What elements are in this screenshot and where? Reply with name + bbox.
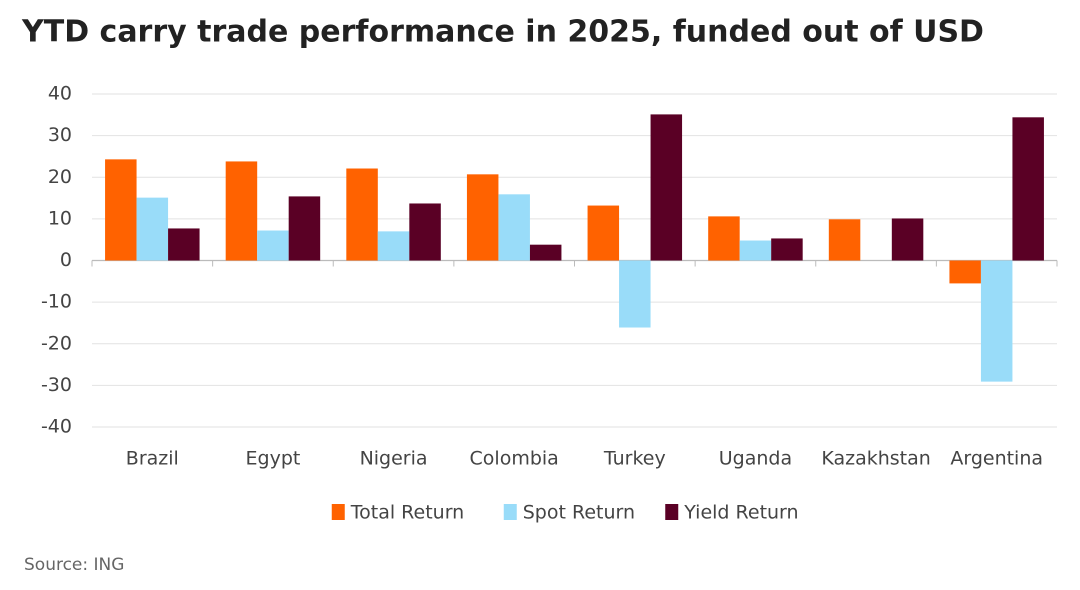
bar bbox=[828, 219, 861, 261]
x-tick-label: Kazakhstan bbox=[821, 448, 930, 470]
source: Source: ING bbox=[24, 555, 124, 575]
x-tick-label: Uganda bbox=[719, 448, 792, 470]
bar bbox=[498, 194, 530, 261]
bar bbox=[105, 159, 137, 261]
bar bbox=[377, 231, 410, 261]
bar bbox=[409, 203, 441, 261]
x-tick-label: Argentina bbox=[950, 448, 1043, 470]
x-tick-label: Colombia bbox=[470, 448, 559, 470]
x-tick-label: Nigeria bbox=[360, 448, 428, 470]
bar bbox=[949, 260, 981, 284]
bar bbox=[771, 238, 803, 261]
y-tick-label: 40 bbox=[48, 83, 72, 105]
y-tick-label: -20 bbox=[41, 332, 72, 354]
x-tick-label: Turkey bbox=[603, 448, 666, 470]
bar bbox=[1012, 117, 1044, 261]
y-tick-label: 0 bbox=[60, 249, 72, 271]
chart-title: YTD carry trade performance in 2025, fun… bbox=[21, 15, 984, 50]
y-tick-label: 20 bbox=[48, 166, 72, 188]
legend-label: Total Return bbox=[350, 502, 464, 524]
bar bbox=[980, 260, 1013, 382]
legend-label: Yield Return bbox=[683, 502, 798, 524]
legend-swatch bbox=[665, 504, 679, 520]
bar bbox=[739, 240, 772, 261]
y-tick-label: -40 bbox=[41, 416, 72, 438]
legend-swatch bbox=[331, 504, 345, 520]
bar bbox=[346, 168, 378, 261]
bar bbox=[587, 205, 620, 261]
bar bbox=[529, 244, 562, 261]
y-tick-label: -30 bbox=[41, 374, 72, 396]
y-tick-label: -10 bbox=[41, 291, 72, 313]
bar bbox=[288, 196, 321, 261]
bar bbox=[168, 228, 200, 261]
bar bbox=[619, 260, 651, 328]
bar bbox=[257, 230, 289, 261]
bar bbox=[650, 114, 683, 261]
y-tick-label: 30 bbox=[48, 124, 72, 146]
legend-label: Spot Return bbox=[523, 502, 635, 524]
x-tick-label: Brazil bbox=[126, 448, 179, 470]
bar bbox=[891, 218, 924, 261]
bar bbox=[466, 174, 499, 261]
y-tick-label: 10 bbox=[48, 207, 72, 229]
bar bbox=[708, 216, 740, 261]
legend-swatch bbox=[503, 504, 517, 520]
bar bbox=[225, 161, 258, 261]
x-tick-label: Egypt bbox=[246, 448, 301, 470]
bar bbox=[136, 197, 169, 261]
